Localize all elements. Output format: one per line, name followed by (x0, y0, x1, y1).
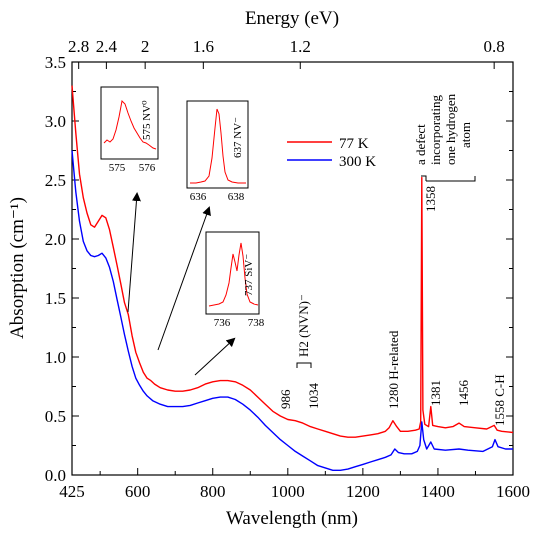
inset-637-tick-b: 638 (228, 191, 245, 203)
label-1280: 1280 H-related (386, 330, 401, 409)
inset-737-curve (208, 242, 259, 307)
inset-575: 575 NV⁰ 575 576 (100, 86, 159, 174)
y-tick-label: 1.5 (45, 289, 66, 308)
axis-ticks: 425 600 800 1000 1200 1400 1600 0.0 0.5 1.0 1.5 2.0… (45, 37, 530, 501)
x-tick-label: 1600 (496, 482, 530, 501)
legend-label-77k: 77 K (339, 136, 369, 152)
y-tick-label: 1.0 (45, 348, 66, 367)
top-tick-label: 1.6 (193, 37, 214, 56)
defect-text-4: atom (458, 122, 473, 148)
defect-text-2: incorporating (428, 94, 443, 165)
label-1358: 1358 (423, 186, 438, 212)
x-tick-label: 1200 (346, 482, 380, 501)
inset-737-label: 737 SiV⁻ (243, 254, 255, 296)
arrow-737 (194, 337, 236, 376)
inset-737: 737 SiV⁻ 736 738 (205, 231, 265, 329)
x-tick-label: 800 (200, 482, 226, 501)
label-1558: 1558 C-H (492, 374, 507, 426)
x-tick-label: 1000 (271, 482, 305, 501)
y-tick-label: 3.0 (45, 112, 66, 131)
label-1381: 1381 (428, 380, 443, 406)
legend-label-300k: 300 K (339, 154, 376, 170)
defect-text-3: one hydrogen (443, 93, 458, 165)
inset-637-curve (190, 108, 246, 184)
inset-575-frame (100, 86, 159, 160)
label-1456: 1456 (456, 380, 471, 407)
data-series (71, 85, 514, 471)
inset-637-tick-a: 636 (190, 191, 207, 203)
inset-637-label: 637 NV⁻ (232, 117, 244, 158)
x-tick-label: 425 (59, 482, 85, 501)
top-tick-label: 1.2 (290, 37, 311, 56)
inset-575-tick-a: 575 (109, 162, 126, 174)
top-tick-label: 0.8 (484, 37, 505, 56)
series-300k-line (71, 150, 513, 471)
y-axis-title: Absorption (cm⁻¹) (7, 197, 28, 339)
x-axis-title: Wavelength (nm) (226, 508, 358, 529)
legend: 77 K 300 K (287, 136, 376, 170)
series-77k-line (71, 85, 514, 438)
label-h2-nvn: H2 (NVN)⁻ (296, 294, 311, 357)
inset-637-frame (186, 100, 249, 189)
y-tick-label: 2.0 (45, 230, 66, 249)
y-tick-label: 0.0 (45, 466, 66, 485)
bracket-h2 (296, 362, 312, 368)
inset-575-label: 575 NV⁰ (141, 100, 153, 140)
inset-737-tick-a: 736 (214, 317, 231, 329)
top-axis-title: Energy (eV) (245, 8, 339, 29)
inset-737-tick-b: 738 (248, 317, 265, 329)
inset-637: 637 NV⁻ 636 638 (186, 100, 249, 203)
top-tick-label: 2.4 (96, 37, 118, 56)
y-tick-label: 0.5 (45, 407, 66, 426)
label-1034: 1034 (306, 383, 321, 410)
y-tick-label: 2.5 (45, 171, 66, 190)
inset-575-tick-b: 576 (139, 162, 156, 174)
arrow-575 (127, 192, 141, 313)
top-tick-label: 2 (141, 37, 150, 56)
x-tick-label: 600 (125, 482, 151, 501)
bracket-defect (421, 175, 476, 182)
top-tick-label: 2.8 (68, 37, 89, 56)
inset-575-curve (103, 99, 157, 150)
label-986: 986 (278, 389, 293, 409)
arrow-637 (157, 206, 211, 351)
x-tick-label: 1400 (421, 482, 455, 501)
y-tick-label: 3.5 (45, 53, 66, 72)
defect-text-1: a defect (413, 124, 428, 165)
inset-737-frame (205, 231, 260, 315)
